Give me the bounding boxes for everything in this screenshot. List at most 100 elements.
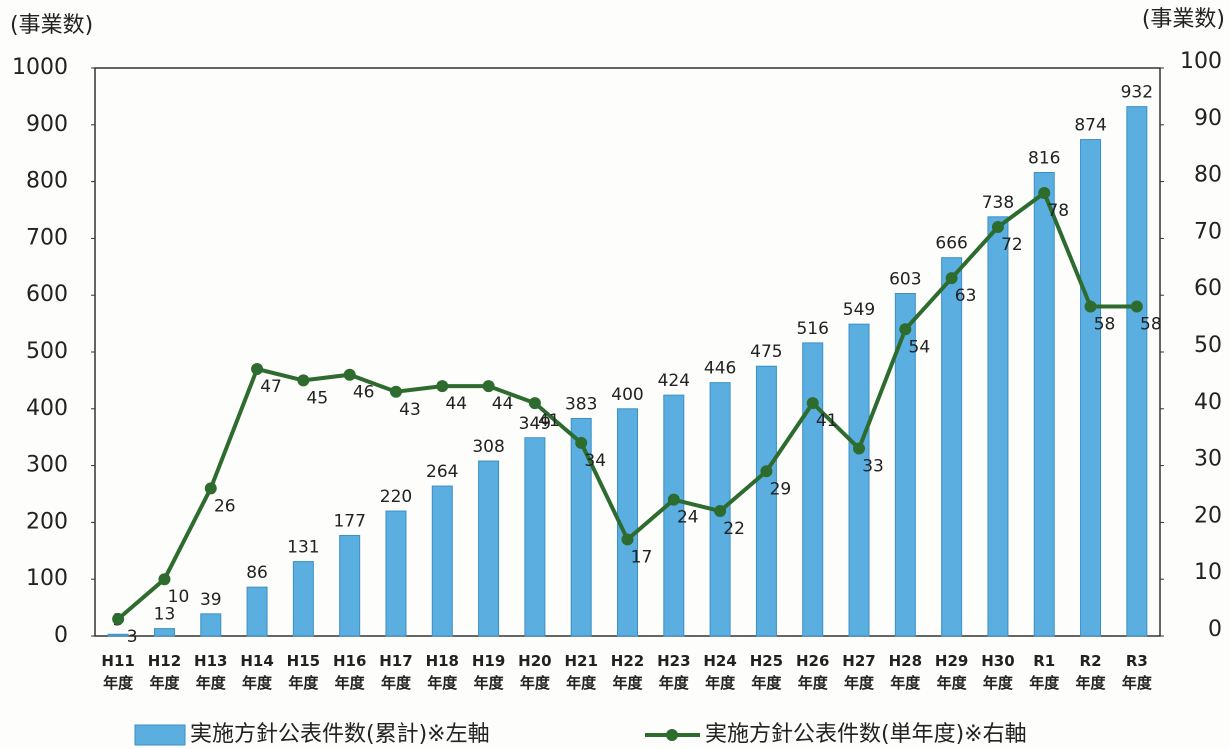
line-value-label: 24 xyxy=(677,508,699,528)
bar-value-label: 424 xyxy=(658,371,690,391)
line-value-label: 41 xyxy=(538,411,560,431)
line-value-label: 47 xyxy=(260,377,282,397)
bar-value-label: 383 xyxy=(565,394,597,414)
line-value-label: 45 xyxy=(307,388,329,408)
line-marker xyxy=(575,436,588,449)
bar-value-label: 131 xyxy=(287,538,319,558)
y-tick-label: 1000 xyxy=(12,55,68,80)
y2-tick-label: 40 xyxy=(1194,390,1222,415)
bar xyxy=(292,561,314,637)
line-marker xyxy=(621,533,634,546)
line-value-label: 58 xyxy=(1140,315,1162,335)
bar xyxy=(339,534,361,637)
line-value-label: 22 xyxy=(723,519,745,539)
bar xyxy=(246,586,268,637)
x-tick-label: H27年度 xyxy=(842,652,876,692)
bar xyxy=(153,628,175,637)
line-marker xyxy=(158,573,171,586)
bar-value-label: 264 xyxy=(426,462,458,482)
x-tick-label: H18年度 xyxy=(425,652,459,692)
bar xyxy=(802,342,824,637)
bar-value-label: 400 xyxy=(611,385,643,405)
line-marker xyxy=(806,397,819,410)
bar xyxy=(524,437,546,637)
line-marker xyxy=(297,374,310,387)
y-tick-label: 400 xyxy=(26,396,68,421)
bar xyxy=(1033,172,1055,637)
bar-value-label: 816 xyxy=(1028,149,1060,169)
line-marker xyxy=(1084,300,1097,313)
line-marker xyxy=(436,380,449,393)
bar xyxy=(755,365,777,637)
y2-tick-label: 100 xyxy=(1180,49,1222,74)
bar xyxy=(1126,106,1148,637)
x-tick-label: H25年度 xyxy=(749,652,784,692)
line-value-label: 17 xyxy=(631,547,653,567)
line-value-label: 41 xyxy=(816,411,838,431)
legend-swatch xyxy=(134,724,186,746)
line-marker xyxy=(528,397,541,410)
bar-value-label: 603 xyxy=(889,269,921,289)
x-tick-label: H14年度 xyxy=(240,652,274,692)
line-marker xyxy=(112,612,125,625)
x-tick-label: H11年度 xyxy=(101,652,135,692)
y-tick-label: 700 xyxy=(26,225,68,250)
legend-swatch xyxy=(666,729,678,741)
line-marker xyxy=(991,221,1004,234)
x-tick-label: H23年度 xyxy=(657,652,691,692)
bar-value-label: 475 xyxy=(750,342,782,362)
bar xyxy=(478,460,500,637)
line-value-label: 3 xyxy=(127,627,138,647)
bar-value-label: 308 xyxy=(472,437,504,457)
line-value-label: 34 xyxy=(584,451,606,471)
line-marker xyxy=(714,505,727,518)
x-tick-label: R2年度 xyxy=(1075,652,1106,692)
line-value-label: 33 xyxy=(862,457,884,477)
line-marker xyxy=(945,272,958,285)
line-value-label: 54 xyxy=(909,337,931,357)
y2-tick-label: 20 xyxy=(1194,503,1222,528)
x-tick-label: H30年度 xyxy=(981,652,1015,692)
y-tick-label: 900 xyxy=(26,112,68,137)
y-axis-label: (事業数) xyxy=(10,13,93,38)
x-tick-label: H12年度 xyxy=(147,652,182,692)
y-tick-label: 800 xyxy=(26,169,68,194)
y2-tick-label: 90 xyxy=(1194,106,1222,131)
bar xyxy=(107,633,129,637)
bar-value-label: 349 xyxy=(519,414,551,434)
x-tick-label: H13年度 xyxy=(194,652,228,692)
bar-value-label: 177 xyxy=(333,511,365,531)
x-tick-label: H16年度 xyxy=(332,652,367,692)
bar-value-label: 549 xyxy=(843,300,875,320)
x-tick-label: R3年度 xyxy=(1121,652,1152,692)
y2-tick-label: 70 xyxy=(1194,219,1222,244)
line-value-label: 43 xyxy=(399,400,421,420)
y2-tick-label: 50 xyxy=(1194,333,1222,358)
y2-tick-label: 10 xyxy=(1194,560,1222,585)
line-value-label: 58 xyxy=(1094,315,1116,335)
y-tick-label: 600 xyxy=(26,282,68,307)
bar-value-label: 39 xyxy=(200,590,222,610)
y-tick-label: 200 xyxy=(26,509,68,534)
line-value-label: 78 xyxy=(1047,201,1069,221)
bar-value-label: 932 xyxy=(1121,83,1153,103)
y2-axis-label: (事業数) xyxy=(1142,7,1225,32)
bar xyxy=(848,323,870,637)
line-value-label: 44 xyxy=(445,394,467,414)
line-marker xyxy=(760,465,773,478)
y2-tick-label: 0 xyxy=(1208,617,1222,642)
bar xyxy=(1080,139,1102,637)
y2-tick-label: 80 xyxy=(1194,163,1222,188)
bar xyxy=(987,216,1009,637)
line-value-label: 44 xyxy=(492,394,514,414)
bar xyxy=(200,613,222,637)
bar xyxy=(663,394,685,637)
line-marker xyxy=(389,385,402,398)
legend-label: 実施方針公表件数(累計)※左軸 xyxy=(190,722,490,747)
x-tick-label: H28年度 xyxy=(888,652,923,692)
line-marker xyxy=(482,380,495,393)
line-marker xyxy=(1038,186,1051,199)
line-marker xyxy=(899,323,912,336)
bar-value-label: 516 xyxy=(796,319,828,339)
